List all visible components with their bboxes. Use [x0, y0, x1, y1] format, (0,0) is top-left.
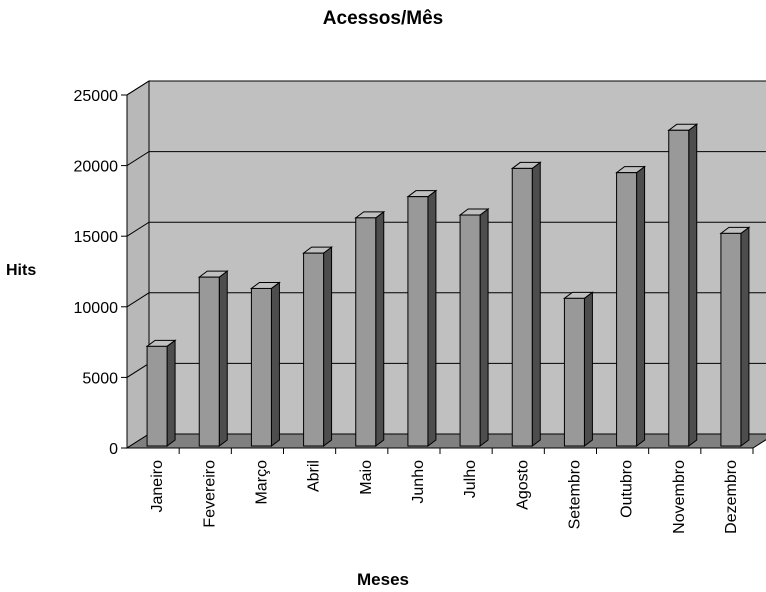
x-tick-label: Outubro: [619, 460, 636, 518]
bar: [719, 226, 751, 447]
y-tick-label: 20000: [74, 159, 119, 176]
x-tick-label: Abril: [306, 460, 323, 492]
x-tick-label: Fevereiro: [201, 460, 218, 528]
x-tick-label: Maio: [358, 460, 375, 495]
y-tick-label: 5000: [82, 370, 118, 387]
gridline: [126, 151, 766, 167]
bar: [458, 208, 490, 447]
bar: [145, 339, 177, 447]
x-tick-label: Setembro: [566, 460, 583, 529]
x-tick-label: Março: [253, 460, 270, 505]
y-tick-label: 0: [109, 441, 118, 458]
side-wall: [126, 80, 150, 449]
bar: [615, 165, 647, 447]
bar: [562, 291, 594, 447]
bar: [197, 270, 229, 447]
bar: [406, 189, 438, 447]
bar: [667, 123, 699, 447]
gridline: [126, 292, 766, 308]
x-tick-label: Junho: [410, 460, 427, 504]
chart-title: Acessos/Mês: [322, 8, 444, 29]
x-axis-label: Meses: [357, 570, 409, 589]
gridline: [126, 80, 766, 96]
x-tick-label: Novembro: [671, 460, 688, 534]
x-tick-label: Julho: [462, 460, 479, 498]
x-tick-label: Janeiro: [149, 460, 166, 513]
gridline: [126, 221, 766, 237]
y-tick-label: 10000: [74, 300, 119, 317]
bar: [354, 210, 386, 447]
x-tick-label: Dezembro: [723, 460, 740, 534]
y-axis-label: Hits: [6, 262, 37, 279]
bar: [249, 281, 281, 447]
y-tick-label: 15000: [74, 229, 119, 246]
bar: [302, 246, 334, 447]
bar: [510, 161, 542, 447]
x-tick-label: Agosto: [514, 460, 531, 510]
y-tick-label: 25000: [74, 88, 119, 105]
